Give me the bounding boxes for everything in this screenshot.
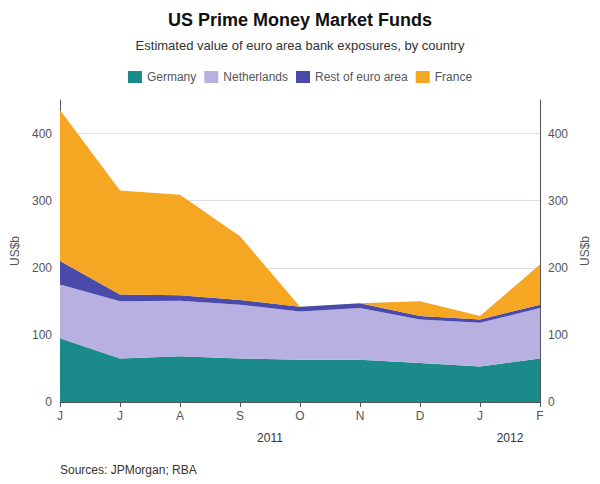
svg-text:D: D xyxy=(416,409,425,423)
svg-text:300: 300 xyxy=(32,194,52,208)
svg-text:A: A xyxy=(176,409,184,423)
svg-text:France: France xyxy=(435,70,473,84)
svg-text:100: 100 xyxy=(548,328,568,342)
svg-text:Sources: JPMorgan; RBA: Sources: JPMorgan; RBA xyxy=(60,463,197,477)
svg-text:US$b: US$b xyxy=(8,236,22,266)
svg-text:F: F xyxy=(536,409,543,423)
svg-text:Netherlands: Netherlands xyxy=(223,70,288,84)
svg-text:Rest of euro area: Rest of euro area xyxy=(315,70,408,84)
svg-text:400: 400 xyxy=(32,127,52,141)
svg-text:O: O xyxy=(295,409,304,423)
svg-text:100: 100 xyxy=(32,328,52,342)
svg-text:0: 0 xyxy=(548,395,555,409)
svg-text:400: 400 xyxy=(548,127,568,141)
svg-text:J: J xyxy=(477,409,483,423)
svg-text:2012: 2012 xyxy=(497,431,524,445)
svg-text:N: N xyxy=(356,409,365,423)
svg-text:2011: 2011 xyxy=(257,431,283,445)
svg-text:J: J xyxy=(117,409,123,423)
svg-text:300: 300 xyxy=(548,194,568,208)
svg-text:US Prime Money Market Funds: US Prime Money Market Funds xyxy=(168,10,432,30)
svg-text:0: 0 xyxy=(45,395,52,409)
svg-text:Estimated value of euro area b: Estimated value of euro area bank exposu… xyxy=(136,38,465,53)
svg-text:S: S xyxy=(236,409,244,423)
svg-text:US$b: US$b xyxy=(578,236,592,266)
svg-text:Germany: Germany xyxy=(147,70,196,84)
svg-text:200: 200 xyxy=(32,261,52,275)
svg-text:200: 200 xyxy=(548,261,568,275)
svg-text:J: J xyxy=(57,409,63,423)
